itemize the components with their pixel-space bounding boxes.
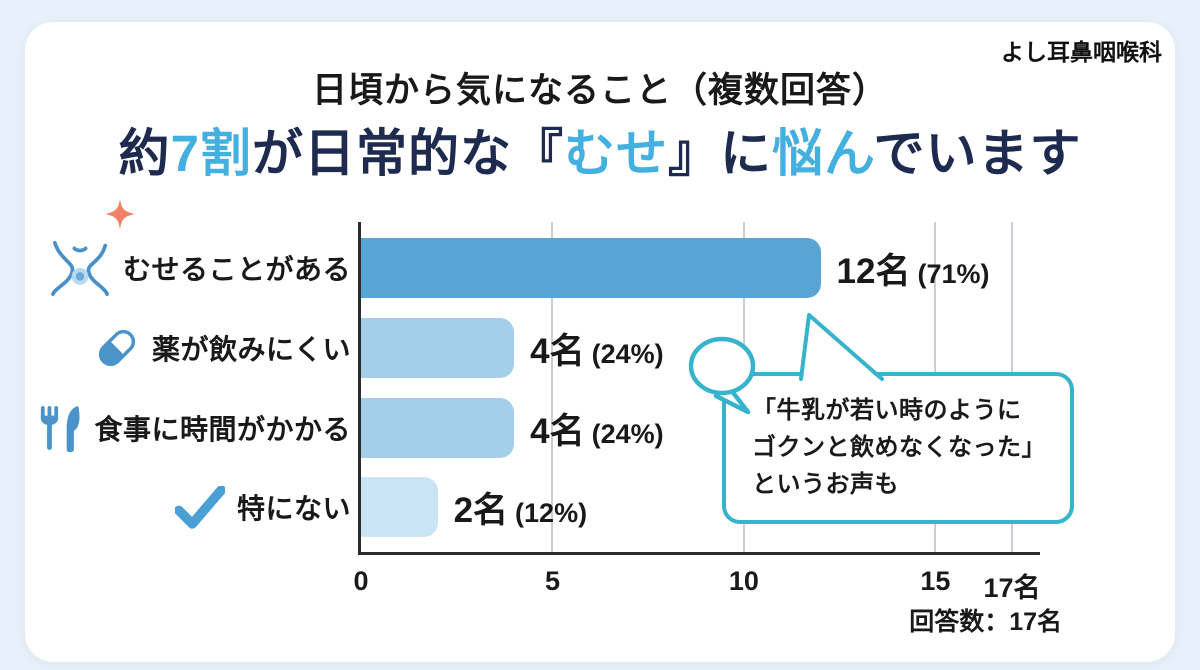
page-title: 日頃から気になること（複数回答） — [311, 71, 888, 110]
bar-row-meal: 食事に時間がかかる 4名 (24%) — [18, 398, 1182, 458]
value-count: 4名 — [530, 331, 585, 371]
subtitle-text: 約 — [118, 125, 171, 182]
check-icon — [174, 485, 225, 529]
x-tick-label: 15 — [920, 566, 951, 596]
value-percent: (24%) — [591, 418, 664, 449]
value-count: 2名 — [453, 490, 509, 530]
category-label: 食事に時間がかかる — [94, 414, 351, 445]
category-label: むせることがある — [122, 254, 351, 285]
bar-medicine — [361, 318, 515, 378]
gridline — [551, 222, 554, 552]
x-tick-label: 10 — [728, 566, 759, 596]
value-percent: (24%) — [591, 338, 664, 369]
subtitle-text: 』に — [667, 125, 772, 182]
content-card — [25, 22, 1175, 662]
sparkle-icon — [104, 198, 136, 230]
value-label: 2名 (12%) — [454, 482, 588, 533]
bar-cell: 4名 (24%) — [361, 318, 1182, 378]
subtitle-text: でいます — [873, 125, 1082, 182]
clinic-name: よし耳鼻咽喉科 — [1001, 39, 1162, 65]
category-cell: むせることがある — [18, 240, 361, 296]
bar-cell: 12名 (71%) — [361, 238, 1182, 298]
value-label: 12名 (71%) — [837, 243, 990, 294]
quote-text: 「牛乳が若い時のように ゴクンと飲めなくなった」 というお声も — [752, 397, 1046, 499]
bar-row-none: 特にない 2名 (12%) — [18, 477, 1182, 537]
category-cell: 特にない — [18, 485, 361, 529]
bar-row-medicine: 薬が飲みにくい 4名 (24%) — [18, 318, 1182, 378]
bubble-tail — [799, 313, 884, 384]
category-label: 特にない — [236, 493, 351, 524]
bar-cell: 4名 (24%) — [361, 398, 1182, 458]
throat-icon — [49, 240, 111, 296]
value-count: 12名 — [836, 251, 911, 291]
respondents-note: 回答数：17名 — [909, 608, 1062, 636]
subtitle-highlight: 悩ん — [771, 125, 874, 182]
value-label: 4名 (24%) — [530, 323, 664, 374]
quote-bubble: 「牛乳が若い時のように ゴクンと飲めなくなった」 というお声も — [722, 313, 1074, 524]
bar-muse — [361, 238, 821, 298]
category-label: 薬が飲みにくい — [152, 334, 351, 365]
bar-row-muse: むせることがある 12名 (71%) — [18, 238, 1182, 298]
x-tick-label: 5 — [544, 566, 560, 596]
x-tick-label: 17名 — [983, 573, 1041, 603]
subtitle-highlight: むせ — [563, 125, 668, 182]
subtitle-text: が日常的な『 — [251, 125, 564, 182]
speech-balloon-icon — [688, 336, 756, 415]
x-tick-label: 0 — [353, 566, 369, 596]
bar-meal — [361, 398, 515, 458]
value-percent: (12%) — [515, 497, 588, 528]
pill-icon — [94, 325, 140, 371]
page-subtitle: 約7割が日常的な『むせ』に悩んでいます — [0, 112, 1200, 186]
subtitle-highlight: 7割 — [170, 125, 252, 182]
category-cell: 薬が飲みにくい — [18, 325, 361, 371]
bar-none — [361, 477, 438, 537]
bar-cell: 2名 (12%) — [361, 477, 1182, 537]
value-percent: (71%) — [917, 258, 990, 289]
value-label: 4名 (24%) — [530, 403, 664, 454]
utensils-icon — [38, 404, 82, 452]
category-cell: 食事に時間がかかる — [18, 404, 361, 452]
value-count: 4名 — [530, 411, 585, 451]
